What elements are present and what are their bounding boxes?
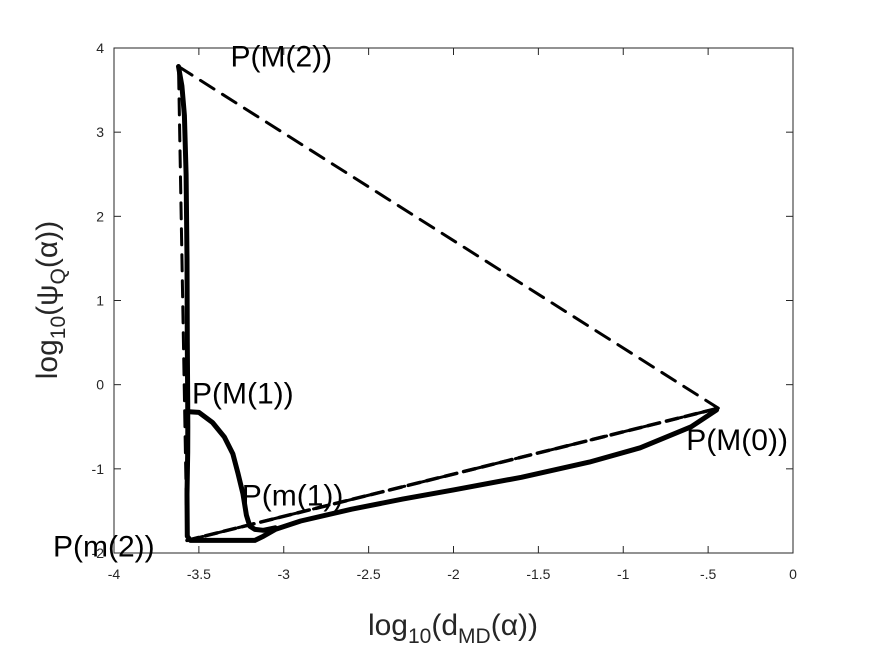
x-tick-label-8: 0	[789, 566, 797, 582]
plot-area	[114, 48, 793, 553]
y-tick-label-6: 4	[96, 40, 104, 56]
y-tick-label-2: 0	[96, 377, 104, 393]
x-tick-label-5: -1.5	[526, 566, 550, 582]
y-axis-label-pre: log	[31, 339, 64, 379]
curve-3	[185, 406, 721, 543]
x-axis-label-pre: log	[368, 609, 408, 642]
y-tick-label-1: -1	[92, 461, 105, 477]
x-axis-label-sub1: 10	[408, 625, 431, 648]
x-axis-label: log10(dMD(α))	[368, 609, 538, 648]
y-axis-label-sub2: Q	[47, 268, 70, 284]
x-tick-label-7: -.5	[700, 566, 717, 582]
curve-1	[184, 409, 278, 533]
x-axis-label-mid: (d	[431, 609, 458, 642]
x-axis-label-post: (α))	[491, 609, 538, 642]
annotation-3: P(m(2))	[53, 530, 155, 563]
x-tick-label-4: -2	[447, 566, 460, 582]
y-axis-label-post: (α))	[31, 221, 64, 268]
annotation-0: P(M(2))	[231, 41, 333, 74]
x-tick-label-6: -1	[617, 566, 630, 582]
annotation-2: P(m(1))	[242, 480, 344, 513]
annotations: P(M(2)) P(M(1)) P(m(1)) P(m(2)) P(M(0))	[53, 41, 788, 564]
curve-0	[176, 64, 720, 543]
x-axis-label-sub2: MD	[458, 625, 491, 648]
y-tick-label-0: -2	[92, 545, 105, 561]
curves	[176, 64, 721, 543]
y-axis-label-mid: (ψ	[31, 284, 64, 315]
ticks: -4 -3.5 -3 -2.5 -2 -1.5 -1 -.5 0 -2 -1 0 1 2 3 4	[92, 40, 798, 582]
x-tick-label-3: -2.5	[357, 566, 381, 582]
y-axis-label-sub1: 10	[47, 316, 70, 339]
x-tick-label-2: -3	[278, 566, 291, 582]
y-tick-label-4: 2	[96, 208, 104, 224]
y-axis-label: log10(ψQ(α))	[31, 221, 70, 379]
annotation-4: P(M(0))	[686, 424, 788, 457]
x-tick-label-0: -4	[108, 566, 121, 582]
annotation-1: P(M(1))	[192, 378, 294, 411]
y-tick-label-3: 1	[96, 293, 104, 309]
x-tick-label-1: -3.5	[187, 566, 211, 582]
y-tick-label-5: 3	[96, 124, 104, 140]
